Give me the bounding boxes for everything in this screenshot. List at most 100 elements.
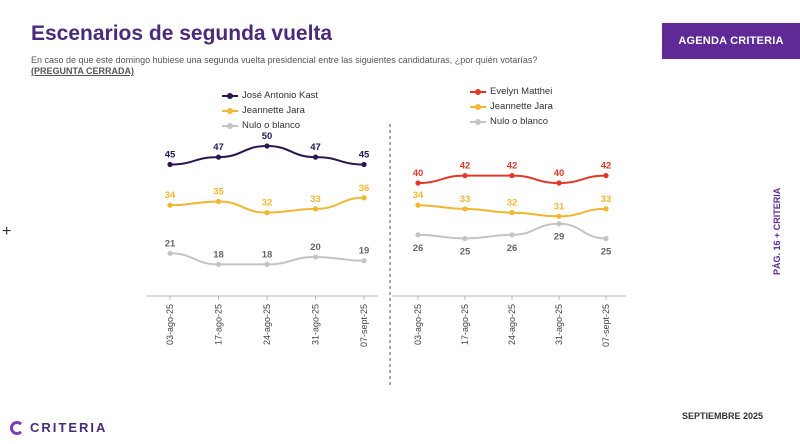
data-point (361, 195, 367, 201)
data-label: 31 (554, 201, 565, 212)
data-point (415, 232, 421, 238)
legend-label: Evelyn Matthei (490, 86, 553, 97)
x-tick-label: 31-ago-25 (554, 304, 564, 345)
x-tick-label: 31-ago-25 (311, 304, 321, 345)
data-label: 18 (262, 249, 273, 260)
footer-logo: CRITERIA (10, 420, 107, 435)
question-text: En caso de que este domingo hubiese una … (31, 55, 591, 77)
legend-label: Jeannette Jara (242, 105, 305, 116)
x-tick-label: 17-ago-25 (460, 304, 470, 345)
legend-item: Jeannette Jara (470, 99, 553, 114)
data-point (509, 173, 515, 179)
data-label: 32 (507, 198, 518, 209)
legend-right: Evelyn Matthei Jeannette Jara Nulo o blanc… (470, 84, 553, 129)
brand-banner: AGENDA CRITERIA (662, 23, 800, 59)
data-label: 36 (359, 183, 370, 194)
data-point (603, 206, 609, 212)
data-label: 34 (413, 190, 424, 201)
data-point (167, 161, 173, 168)
data-label: 45 (165, 150, 176, 161)
data-label: 47 (310, 142, 321, 153)
data-point (215, 154, 222, 160)
data-point (556, 213, 562, 219)
x-tick-label: 03-ago-25 (413, 304, 423, 345)
data-label: 34 (165, 190, 176, 201)
legend-label: Jeannette Jara (490, 101, 553, 112)
criteria-logo-icon (10, 420, 24, 435)
data-point (312, 206, 319, 212)
legend-item: Nulo o blanco (222, 118, 318, 133)
data-point (215, 261, 222, 267)
data-point (361, 258, 367, 264)
data-point (264, 143, 270, 149)
logo-text: CRITERIA (30, 420, 108, 435)
data-point (312, 154, 319, 160)
data-point (509, 232, 515, 238)
data-label: 40 (413, 168, 424, 179)
data-label: 33 (310, 194, 321, 205)
data-point (415, 202, 421, 208)
legend-swatch (222, 107, 238, 114)
legend-swatch (470, 118, 486, 125)
legend-label: Nulo o blanco (242, 120, 301, 131)
data-label: 40 (554, 168, 565, 179)
x-tick-label: 24-ago-25 (262, 304, 272, 345)
legend-swatch (222, 122, 238, 129)
data-point (264, 261, 270, 267)
legend-item: José Antonio Kast (222, 88, 318, 103)
legend-item: Evelyn Matthei (470, 84, 553, 99)
data-label: 26 (413, 243, 424, 254)
data-label: 20 (310, 242, 321, 253)
data-point (556, 180, 562, 186)
data-label: 35 (213, 187, 224, 198)
data-point (167, 250, 173, 256)
data-point (415, 180, 421, 186)
data-point (603, 235, 609, 242)
data-label: 45 (359, 150, 370, 161)
legend-left: José Antonio Kast Jeannette Jara Nulo o bl… (222, 88, 318, 133)
x-tick-label: 24-ago-25 (507, 304, 517, 345)
data-label: 33 (601, 194, 612, 205)
data-point (603, 173, 609, 179)
data-label: 32 (262, 198, 273, 209)
data-label: 19 (359, 246, 370, 257)
data-label: 29 (554, 232, 565, 243)
legend-item: Jeannette Jara (222, 103, 318, 118)
x-tick-label: 07-sept-25 (601, 304, 611, 347)
data-label: 25 (601, 247, 612, 258)
data-point (462, 173, 468, 179)
page-title: Escenarios de segunda vuelta (31, 22, 333, 45)
data-label: 21 (165, 238, 176, 249)
data-point (556, 221, 562, 227)
data-label: 42 (460, 161, 471, 172)
data-point (312, 254, 319, 260)
legend-label: Nulo o blanco (490, 116, 549, 127)
data-label: 33 (460, 194, 471, 205)
data-point (264, 210, 270, 216)
question: En caso de que este domingo hubiese una … (31, 55, 538, 65)
x-tick-label: 17-ago-25 (214, 304, 224, 345)
data-point (167, 202, 173, 208)
data-label: 50 (262, 131, 273, 142)
question-note: (PREGUNTA CERRADA) (31, 66, 134, 76)
data-point (462, 235, 468, 242)
data-label: 42 (601, 161, 612, 172)
legend-swatch (222, 92, 238, 99)
plus-icon: + (2, 223, 12, 240)
data-point (509, 210, 515, 216)
legend-item: Nulo o blanco (470, 114, 553, 129)
legend-swatch (470, 103, 486, 110)
x-tick-label: 07-sept-25 (359, 304, 369, 347)
report-date: SEPTIEMBRE 2025 (682, 411, 764, 421)
series-line-jose-antonio-kast (169, 144, 365, 166)
legend-label: José Antonio Kast (242, 90, 319, 101)
data-label: 42 (507, 161, 518, 172)
data-label: 47 (213, 142, 224, 153)
legend-swatch (470, 88, 486, 95)
data-label: 26 (507, 243, 518, 254)
data-point (361, 161, 367, 168)
data-point (215, 198, 222, 205)
data-label: 25 (460, 247, 471, 258)
data-point (462, 206, 468, 212)
